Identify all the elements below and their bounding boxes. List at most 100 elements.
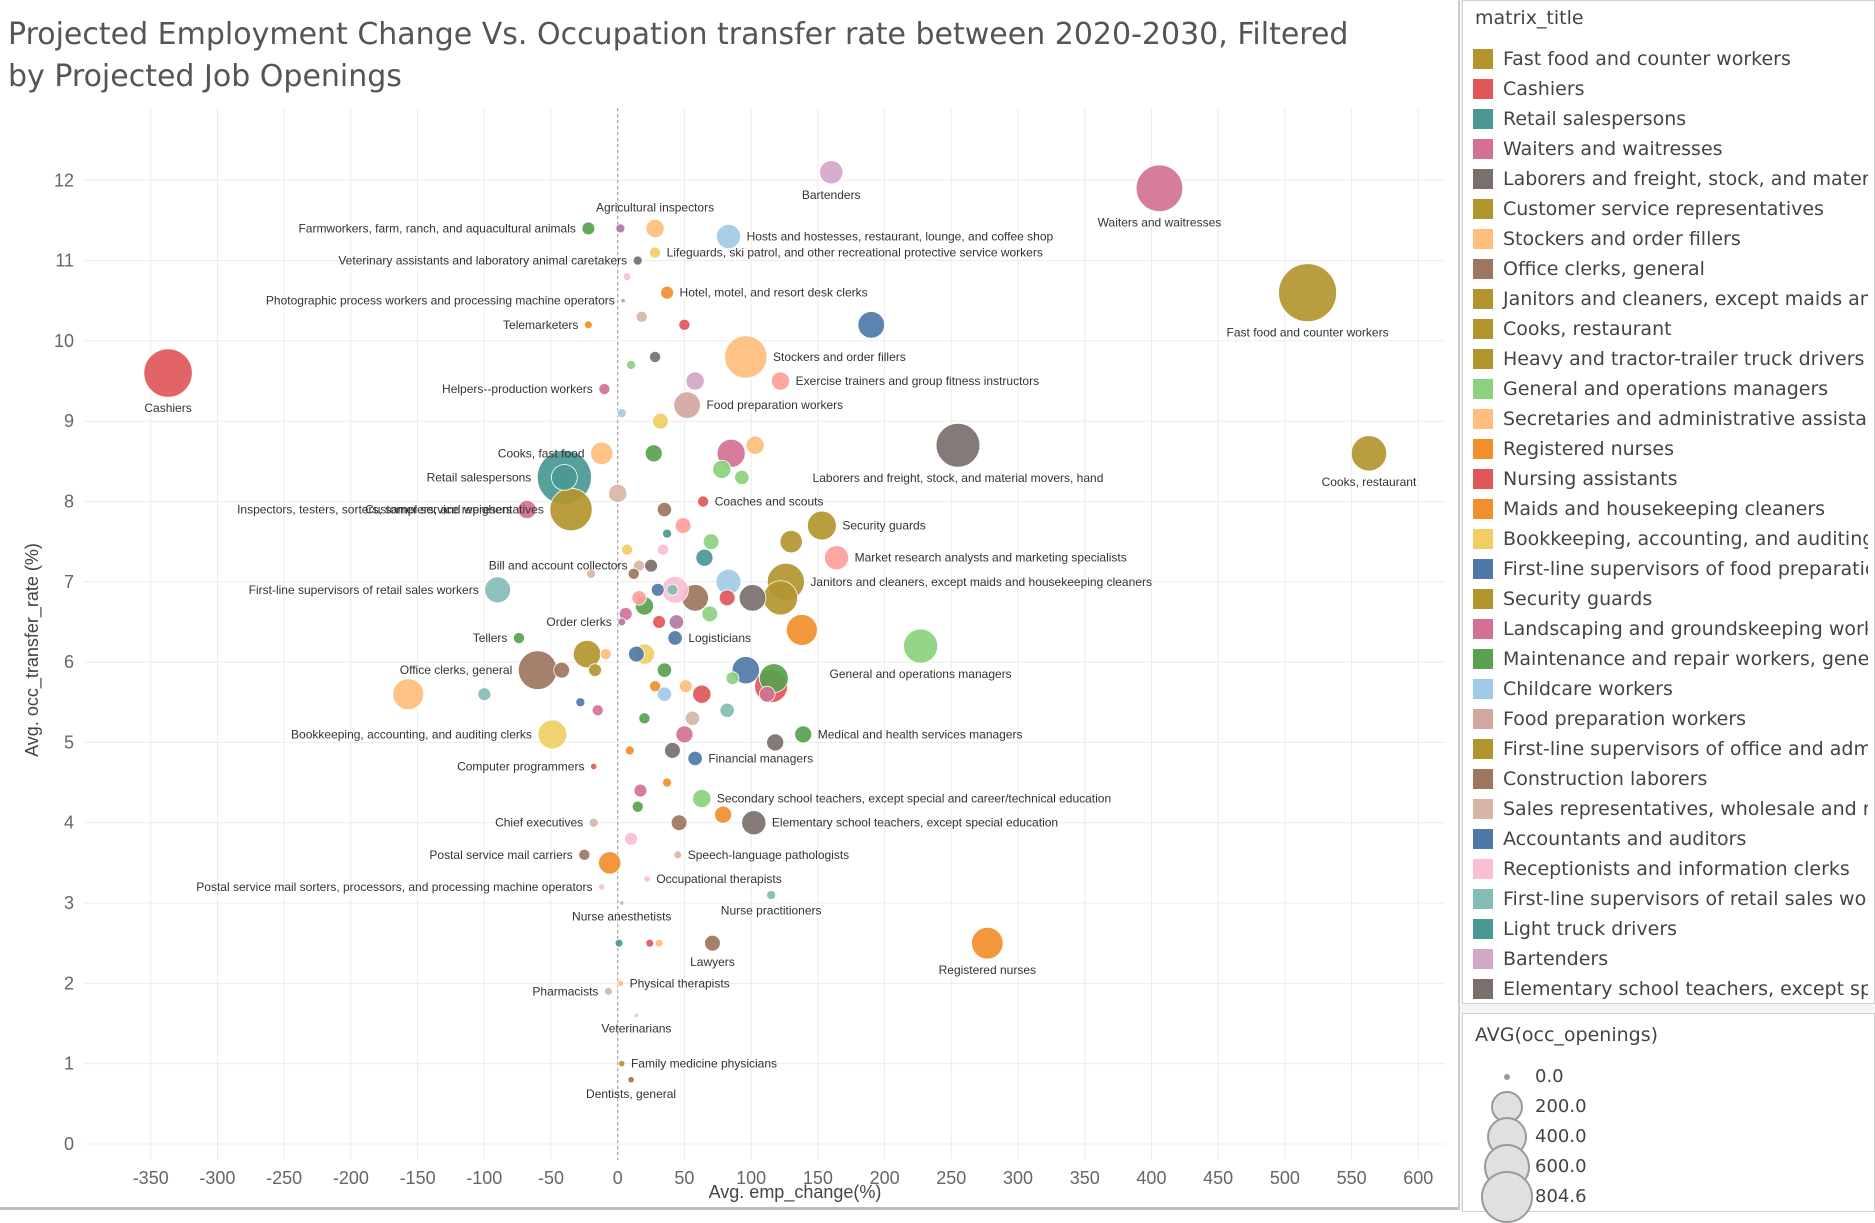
data-point[interactable] — [638, 712, 651, 725]
data-point[interactable] — [667, 630, 683, 646]
data-point[interactable] — [650, 582, 665, 597]
data-point[interactable] — [644, 558, 658, 573]
data-point[interactable] — [624, 745, 635, 756]
data-point[interactable] — [695, 548, 714, 567]
legend-item[interactable]: Cooks, restaurant — [1473, 315, 1868, 343]
legend-item[interactable]: Registered nurses — [1473, 435, 1868, 463]
legend-item[interactable]: Office clerks, general — [1473, 255, 1868, 283]
legend-item[interactable]: Janitors and cleaners, except maids and … — [1473, 285, 1868, 313]
size-legend[interactable]: AVG(occ_openings) 0.0 200.0 400.0 600.0 804.… — [1462, 1013, 1875, 1223]
data-point[interactable] — [652, 412, 669, 430]
data-point[interactable] — [724, 335, 768, 379]
data-point[interactable] — [664, 742, 681, 759]
data-point[interactable] — [575, 697, 586, 708]
data-point[interactable] — [652, 615, 666, 629]
data-point[interactable] — [685, 371, 705, 391]
data-point[interactable] — [581, 221, 596, 236]
data-point[interactable] — [770, 371, 791, 391]
data-point[interactable] — [673, 391, 701, 419]
data-point[interactable] — [645, 938, 655, 948]
data-point[interactable] — [626, 360, 637, 370]
data-point[interactable] — [670, 814, 688, 832]
data-point[interactable] — [553, 661, 571, 679]
data-point[interactable] — [712, 459, 732, 479]
data-point[interactable] — [819, 160, 844, 185]
data-point[interactable] — [794, 725, 813, 744]
data-point[interactable] — [631, 800, 644, 813]
legend-item[interactable]: Waiters and waitresses — [1473, 135, 1868, 163]
legend-item[interactable]: First-line supervisors of office and adm… — [1473, 735, 1868, 763]
data-point[interactable] — [714, 805, 733, 824]
data-point[interactable] — [143, 348, 193, 398]
data-point[interactable] — [674, 517, 692, 534]
data-point[interactable] — [645, 218, 665, 239]
data-point[interactable] — [627, 567, 640, 580]
legend-item[interactable]: Security guards — [1473, 585, 1868, 613]
data-point[interactable] — [766, 890, 777, 900]
data-point[interactable] — [662, 528, 673, 539]
legend-item[interactable]: Nursing assistants — [1473, 465, 1868, 493]
data-point[interactable] — [779, 530, 803, 554]
data-point[interactable] — [684, 710, 701, 726]
data-point[interactable] — [692, 789, 712, 809]
legend-item[interactable]: Heavy and tractor-trailer truck drivers — [1473, 345, 1868, 373]
data-point[interactable] — [656, 662, 673, 678]
data-point[interactable] — [824, 545, 850, 571]
data-point[interactable] — [675, 725, 694, 744]
data-point[interactable] — [1278, 263, 1337, 323]
legend-item[interactable]: Maintenance and repair workers, general — [1473, 645, 1868, 673]
data-point[interactable] — [725, 671, 740, 686]
data-point[interactable] — [484, 576, 511, 604]
data-point[interactable] — [590, 441, 614, 465]
data-point[interactable] — [586, 568, 597, 579]
data-point[interactable] — [619, 900, 625, 906]
data-point[interactable] — [649, 246, 662, 259]
data-point[interactable] — [633, 783, 648, 798]
data-point[interactable] — [1135, 164, 1184, 213]
legend-item[interactable]: Receptionists and information clerks — [1473, 855, 1868, 883]
data-point[interactable] — [537, 719, 568, 750]
data-point[interactable] — [678, 679, 693, 694]
data-point[interactable] — [578, 848, 591, 861]
data-point[interactable] — [807, 510, 837, 541]
data-point[interactable] — [635, 310, 648, 323]
data-point[interactable] — [620, 298, 626, 304]
legend-item[interactable]: First-line supervisors of retail sales w… — [1473, 885, 1868, 913]
data-point[interactable] — [741, 810, 767, 836]
data-point[interactable] — [903, 628, 939, 664]
legend-item[interactable]: Fast food and counter workers — [1473, 45, 1868, 73]
data-point[interactable] — [617, 617, 627, 627]
legend-item[interactable]: Elementary school teachers, except speci… — [1473, 975, 1868, 1003]
data-point[interactable] — [702, 533, 720, 550]
legend-item[interactable]: General and operations managers — [1473, 375, 1868, 403]
data-point[interactable] — [615, 223, 626, 234]
data-point[interactable] — [971, 926, 1004, 960]
data-point[interactable] — [785, 614, 818, 646]
data-point[interactable] — [649, 350, 662, 363]
data-point[interactable] — [591, 704, 604, 717]
data-point[interactable] — [598, 851, 622, 875]
legend-item[interactable]: Food preparation workers — [1473, 705, 1868, 733]
data-point[interactable] — [678, 318, 691, 331]
data-point[interactable] — [719, 702, 735, 718]
data-point[interactable] — [632, 255, 643, 266]
legend-item[interactable]: Secretaries and administrative assistant… — [1473, 405, 1868, 433]
data-point[interactable] — [657, 543, 670, 556]
data-point[interactable] — [614, 938, 624, 948]
data-point[interactable] — [621, 543, 634, 556]
data-point[interactable] — [654, 938, 664, 948]
data-point[interactable] — [616, 408, 627, 419]
legend-item[interactable]: Sales representatives, wholesale and man… — [1473, 795, 1868, 823]
data-point[interactable] — [477, 687, 492, 702]
data-point[interactable] — [704, 934, 721, 952]
color-legend[interactable]: matrix_title Fast food and counter worke… — [1462, 0, 1875, 1004]
data-point[interactable] — [608, 483, 628, 504]
data-point[interactable] — [649, 680, 662, 693]
data-point[interactable] — [624, 831, 638, 846]
data-point[interactable] — [590, 762, 598, 771]
data-point[interactable] — [738, 584, 767, 612]
data-point[interactable] — [551, 464, 578, 491]
data-point[interactable] — [668, 614, 685, 630]
data-point[interactable] — [631, 590, 647, 606]
data-point[interactable] — [599, 648, 612, 661]
